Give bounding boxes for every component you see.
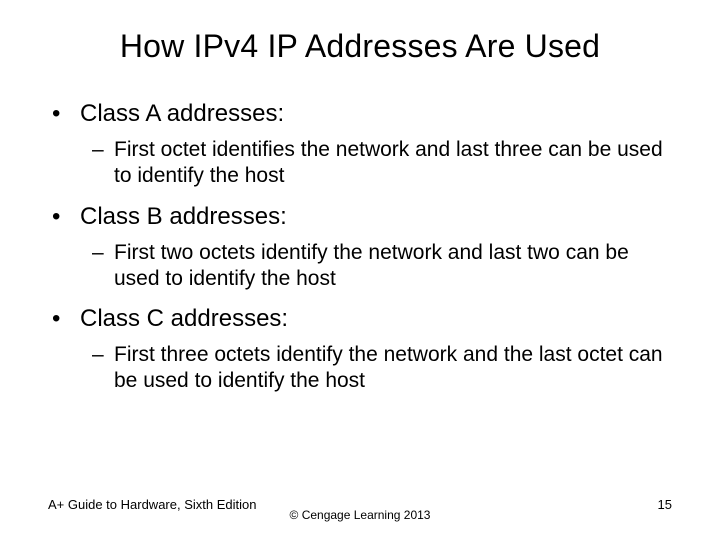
bullet-text: First three octets identify the network … xyxy=(114,342,672,395)
bullet-marker: • xyxy=(52,202,80,232)
bullet-marker: • xyxy=(52,99,80,129)
bullet-item: – First three octets identify the networ… xyxy=(92,342,672,395)
bullet-item: • Class A addresses: xyxy=(52,99,672,129)
page-number: 15 xyxy=(658,497,672,512)
bullet-item: • Class B addresses: xyxy=(52,202,672,232)
bullet-text: Class B addresses: xyxy=(80,202,287,232)
dash-marker: – xyxy=(92,342,114,395)
content-area: • Class A addresses: – First octet ident… xyxy=(48,99,672,395)
footer-center: © Cengage Learning 2013 xyxy=(290,508,431,522)
dash-marker: – xyxy=(92,137,114,190)
bullet-item: – First two octets identify the network … xyxy=(92,240,672,293)
bullet-text: Class A addresses: xyxy=(80,99,284,129)
bullet-text: First octet identifies the network and l… xyxy=(114,137,672,190)
bullet-item: • Class C addresses: xyxy=(52,304,672,334)
bullet-item: – First octet identifies the network and… xyxy=(92,137,672,190)
slide: How IPv4 IP Addresses Are Used • Class A… xyxy=(0,0,720,540)
slide-title: How IPv4 IP Addresses Are Used xyxy=(48,28,672,65)
bullet-marker: • xyxy=(52,304,80,334)
bullet-text: First two octets identify the network an… xyxy=(114,240,672,293)
footer-left: A+ Guide to Hardware, Sixth Edition xyxy=(48,497,256,512)
bullet-text: Class C addresses: xyxy=(80,304,288,334)
dash-marker: – xyxy=(92,240,114,293)
